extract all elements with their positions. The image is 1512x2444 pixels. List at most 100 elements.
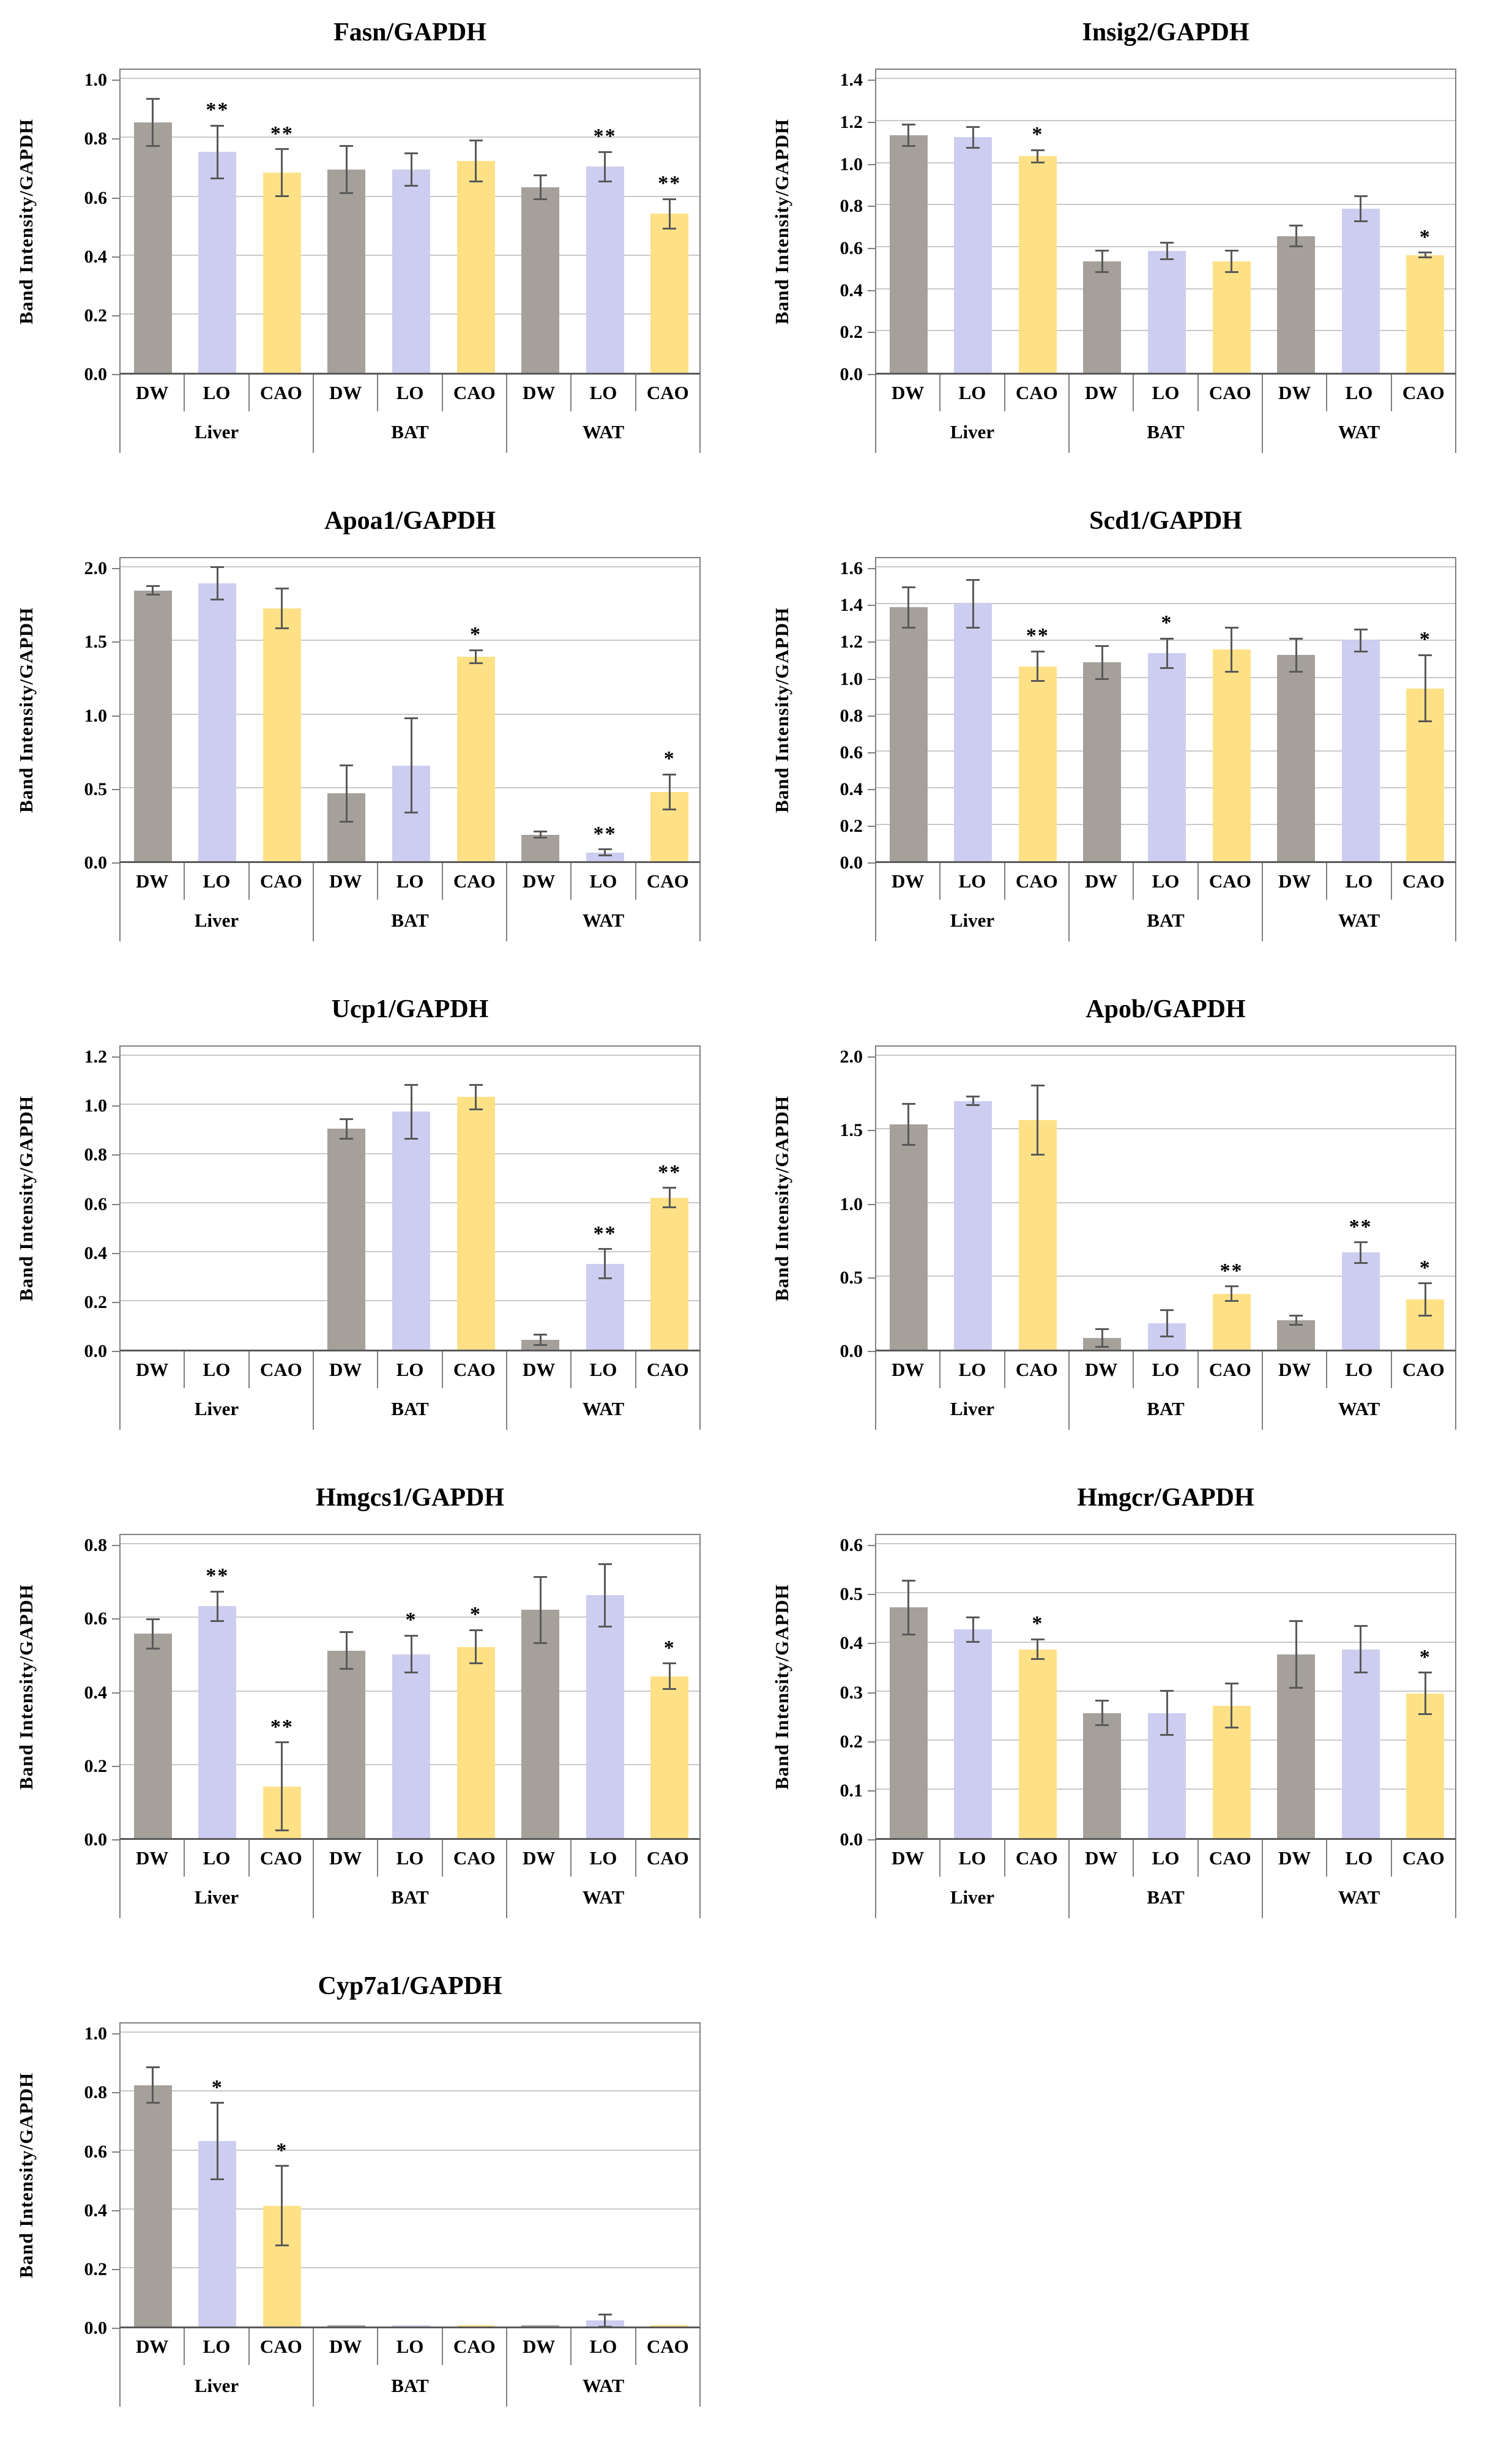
y-axis-title: Band Intensity/GAPDH: [771, 607, 792, 813]
plot-area: * *: [875, 1534, 1456, 1840]
x-label-lo: LO: [1327, 1351, 1392, 1388]
error-bar-cap: [210, 566, 225, 568]
error-bar-cap: [210, 598, 225, 600]
y-tick-mark: [112, 568, 119, 570]
bar-wat-dw: [521, 187, 560, 373]
x-label-lo: LO: [1134, 1840, 1199, 1877]
error-bar-cap: [340, 820, 354, 823]
y-tick-label: 0.6: [840, 1535, 863, 1556]
error-bar: [1360, 1242, 1362, 1263]
bar-liver-lo: [198, 152, 237, 373]
y-tick-label: 0.6: [840, 742, 863, 763]
error-bar-cap: [210, 1620, 225, 1622]
x-label-dw: DW: [314, 1840, 379, 1877]
error-bar: [1101, 250, 1103, 272]
y-tick-label: 1.5: [840, 1120, 863, 1141]
y-tick-mark: [868, 206, 875, 207]
error-bar-cap: [1160, 667, 1174, 669]
y-tick-label: 0.8: [84, 129, 108, 149]
y-tick-mark: [112, 1056, 119, 1058]
y-tick-label: 1.4: [840, 70, 863, 91]
error-bar: [972, 127, 974, 148]
x-axis-treatment-row: DW LO CAO DW LO CAO DW LO CAO: [119, 863, 701, 900]
x-label-cao: CAO: [1199, 863, 1263, 900]
error-bar-cap: [1160, 637, 1174, 640]
y-axis-title: Band Intensity/GAPDH: [15, 118, 37, 325]
y-tick-mark: [112, 374, 119, 375]
x-label-dw: DW: [121, 1840, 185, 1877]
gridline: [121, 2266, 699, 2268]
error-bar-cap: [663, 198, 677, 200]
gridline: [121, 1055, 699, 1056]
error-bar: [668, 1187, 671, 1208]
bar-wat-dw: [1277, 655, 1316, 861]
bar-liver-dw: [889, 607, 928, 861]
x-label-lo: LO: [1327, 863, 1392, 900]
bar-bat-lo: [392, 1654, 430, 1838]
error-bar-cap: [1418, 654, 1432, 656]
x-label-cao: CAO: [443, 2328, 507, 2365]
error-bar-cap: [534, 1334, 548, 1336]
y-tick-mark: [112, 1839, 119, 1840]
error-bar: [907, 587, 910, 628]
error-bar-cap: [404, 1083, 418, 1086]
y-tick-mark: [868, 862, 875, 864]
error-bar-cap: [1095, 678, 1109, 681]
y-tick-label: 0.0: [84, 364, 108, 384]
bar-wat-dw: [521, 1610, 560, 1838]
significance-marker: *: [1419, 225, 1431, 249]
significance-marker: **: [1220, 1259, 1243, 1282]
y-tick-mark: [868, 752, 875, 753]
bar-liver-lo: [954, 137, 992, 373]
bar-wat-dw: [521, 834, 560, 861]
y-tick-label: 0.4: [840, 1633, 863, 1654]
y-tick-label: 0.4: [840, 779, 863, 799]
significance-marker: **: [206, 99, 229, 122]
x-label-cao: CAO: [1402, 870, 1445, 892]
bar-liver-lo: [954, 1629, 992, 1838]
error-bar-cap: [901, 1103, 915, 1105]
bar-bat-lo: [1148, 250, 1186, 373]
error-bar-cap: [1289, 1323, 1303, 1326]
error-bar: [410, 1085, 412, 1139]
x-axis-treatment-row: DW LO CAO DW LO CAO DW LO CAO: [119, 2328, 701, 2365]
bar-liver-lo: [954, 1101, 992, 1350]
x-label-cao: CAO: [1199, 375, 1263, 411]
error-bar: [475, 1630, 477, 1664]
error-bar-cap: [966, 147, 980, 149]
gridline: [876, 119, 1455, 121]
x-label-cao: CAO: [646, 382, 689, 403]
y-tick-mark: [868, 788, 875, 790]
y-tick-mark: [112, 197, 119, 199]
y-tick-label: 0.8: [840, 196, 863, 217]
error-bar-cap: [901, 1144, 915, 1146]
error-bar-cap: [663, 1187, 677, 1189]
bar-liver-cao: [1018, 1120, 1057, 1350]
error-bar-cap: [146, 98, 160, 100]
error-bar-cap: [275, 2244, 289, 2247]
error-bar-cap: [469, 1083, 483, 1086]
error-bar-cap: [1224, 1727, 1238, 1729]
gridline: [121, 1543, 699, 1545]
significance-marker: **: [270, 122, 294, 145]
y-tick-label: 0.4: [840, 280, 863, 301]
chart-cyp7a1: Cyp7a1/GAPDH Band Intensity/GAPDH 0.0 0.2 0.…: [0, 1954, 756, 2442]
gridline: [121, 566, 699, 568]
error-bar: [1101, 1329, 1103, 1347]
bar-bat-dw: [327, 170, 366, 373]
error-bar: [907, 1580, 910, 1635]
error-bar-cap: [1095, 1724, 1109, 1727]
y-tick-label: 0.5: [84, 779, 108, 799]
y-tick-mark: [868, 121, 875, 123]
bar-bat-dw: [1083, 1713, 1122, 1838]
x-group-label-wat: WAT: [582, 1886, 625, 1908]
y-tick-mark: [868, 290, 875, 291]
error-bar-cap: [1354, 1625, 1368, 1627]
x-label-dw: DW: [507, 1840, 572, 1877]
error-bar-cap: [1160, 1309, 1174, 1311]
gridline: [876, 640, 1455, 641]
error-bar: [1231, 627, 1233, 672]
x-label-cao: CAO: [1199, 1840, 1263, 1877]
error-bar-cap: [966, 1104, 980, 1107]
